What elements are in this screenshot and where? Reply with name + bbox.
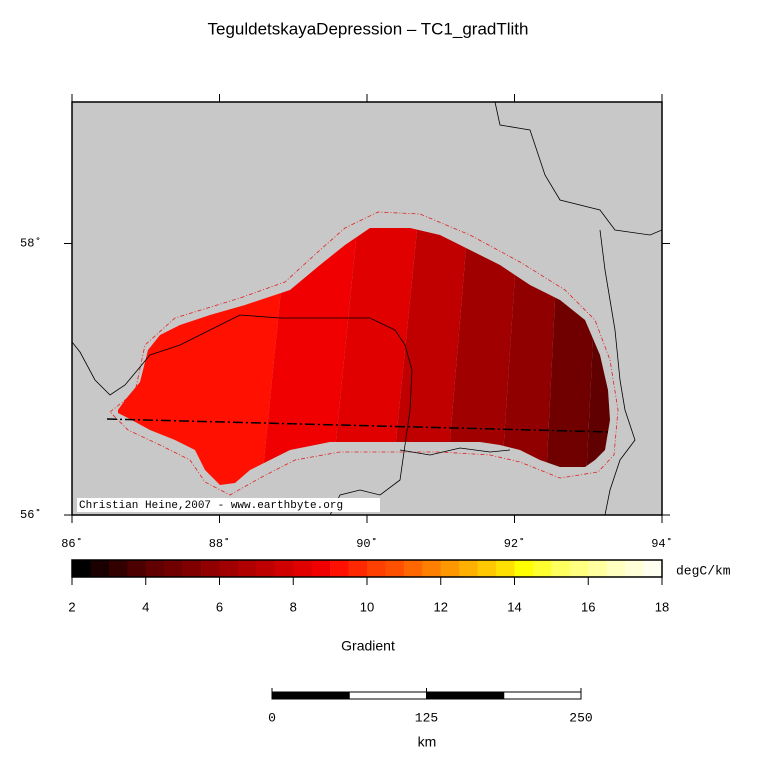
colorbar-segment	[127, 560, 147, 577]
colorbar-segment	[367, 560, 386, 577]
colorbar-segment	[606, 560, 626, 577]
colorbar-tick-label: 12	[434, 599, 448, 614]
credit-box	[77, 498, 380, 512]
colorbar-segment	[348, 560, 368, 577]
field-band	[390, 228, 470, 485]
colorbar-segment	[293, 560, 312, 577]
colorbar-segment	[625, 560, 644, 577]
scale-unit: km	[418, 734, 437, 750]
colorbar-segment	[237, 560, 257, 577]
colorbar-segment	[551, 560, 571, 577]
colorbar-segment	[643, 560, 663, 577]
colorbar-segment	[164, 560, 183, 577]
scale-segment	[503, 691, 582, 700]
colorbar-segment	[201, 560, 220, 577]
contour	[109, 211, 619, 496]
colorbar-segment	[90, 560, 110, 577]
colorbar-segment	[496, 560, 515, 577]
border	[494, 102, 662, 236]
colorbar-segment	[145, 560, 165, 577]
colorbar-segment	[330, 560, 349, 577]
colorbar-segment	[588, 560, 607, 577]
colorbar-segment	[422, 560, 442, 577]
colorbar-segment	[219, 560, 239, 577]
scale-segment	[426, 691, 505, 700]
colorbar-tick-label: 4	[142, 599, 149, 614]
y-tick-label: 56˚	[20, 508, 42, 522]
x-tick-label: 86˚	[61, 537, 83, 551]
colorbar-segment	[311, 560, 331, 577]
colorbar-tick-label: 10	[360, 599, 374, 614]
colorbar-segment	[440, 560, 460, 577]
x-tick-label: 90˚	[356, 537, 378, 551]
colorbar-segment	[477, 560, 497, 577]
scale-segment	[348, 691, 427, 700]
colorbar-segment	[182, 560, 202, 577]
colorbar-segment	[532, 560, 552, 577]
colorbar-segment	[108, 560, 128, 577]
title: TeguldetskayaDepression – TC1_gradTlith	[208, 19, 529, 38]
colorbar-segment	[72, 560, 91, 577]
x-tick-label: 94˚	[651, 537, 673, 551]
colorbar-segment	[274, 560, 294, 577]
colorbar-label: Gradient	[341, 638, 395, 654]
colorbar-segment	[514, 560, 534, 577]
field-band	[445, 228, 520, 485]
credit: Christian Heine,2007 - www.earthbyte.org	[79, 500, 343, 512]
colorbar-tick-label: 6	[216, 599, 223, 614]
x-tick-label: 92˚	[504, 537, 526, 551]
colorbar-segment	[403, 560, 423, 577]
colorbar-segment	[385, 560, 405, 577]
colorbar-tick-label: 18	[655, 599, 669, 614]
x-tick-label: 88˚	[209, 537, 231, 551]
colorbar-segment	[459, 560, 478, 577]
scale-tick-label: 250	[569, 710, 592, 725]
colorbar-tick-label: 16	[581, 599, 595, 614]
profile-line	[106, 418, 611, 433]
colorbar-segment	[256, 560, 276, 577]
scale-tick-label: 0	[268, 710, 276, 725]
colorbar-tick-label: 2	[68, 599, 75, 614]
colorbar-tick-label: 8	[290, 599, 297, 614]
scale-tick-label: 125	[415, 710, 438, 725]
colorbar-tick-label: 14	[507, 599, 521, 614]
y-tick-label: 58˚	[20, 237, 42, 251]
border	[399, 447, 511, 456]
colorbar-unit: degC/km	[676, 563, 731, 578]
colorbar-segment	[569, 560, 589, 577]
scale-segment	[271, 691, 350, 700]
border	[72, 314, 413, 515]
border	[599, 229, 636, 515]
